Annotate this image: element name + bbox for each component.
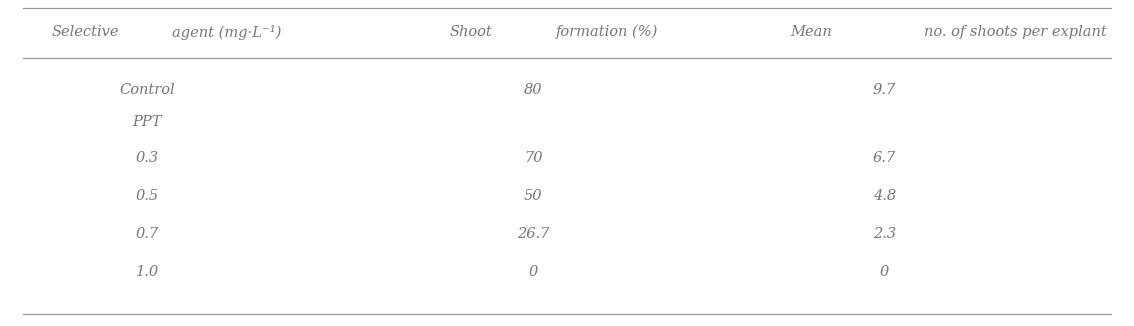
Text: agent (mg·L⁻¹): agent (mg·L⁻¹) xyxy=(172,24,281,39)
Text: 26.7: 26.7 xyxy=(517,227,549,241)
Text: Mean: Mean xyxy=(790,25,831,39)
Text: 0.5: 0.5 xyxy=(136,189,159,203)
Text: Shoot: Shoot xyxy=(449,25,492,39)
Text: no. of shoots per explant: no. of shoots per explant xyxy=(923,25,1107,39)
Text: Control: Control xyxy=(119,83,176,97)
Text: 0.3: 0.3 xyxy=(136,151,159,165)
Text: 9.7: 9.7 xyxy=(873,83,896,97)
Text: PPT: PPT xyxy=(133,115,162,129)
Text: 0: 0 xyxy=(880,265,889,279)
Text: 6.7: 6.7 xyxy=(873,151,896,165)
Text: 0.7: 0.7 xyxy=(136,227,159,241)
Text: 4.8: 4.8 xyxy=(873,189,896,203)
Text: 1.0: 1.0 xyxy=(136,265,159,279)
Text: 80: 80 xyxy=(524,83,542,97)
Text: 70: 70 xyxy=(524,151,542,165)
Text: 50: 50 xyxy=(524,189,542,203)
Text: 2.3: 2.3 xyxy=(873,227,896,241)
Text: Selective: Selective xyxy=(51,25,119,39)
Text: 0: 0 xyxy=(528,265,538,279)
Text: formation (%): formation (%) xyxy=(556,25,658,39)
